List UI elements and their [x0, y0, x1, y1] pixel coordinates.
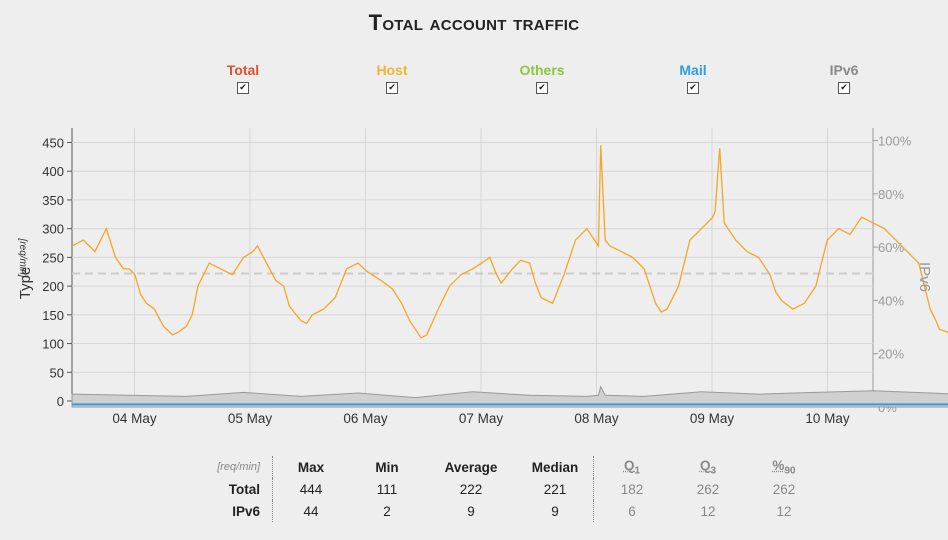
stats-header-max: Max	[272, 456, 349, 478]
stats-table: [req/min] Max Min Average Median Q1 Q3 %…	[190, 456, 823, 522]
y-tick-label: 350	[42, 193, 64, 208]
y-tick-label: 250	[42, 250, 64, 265]
stats-header-q1-sub: 1	[634, 465, 641, 477]
y2-axis-label: IPv6	[916, 262, 933, 292]
stats-total-max: 444	[272, 478, 349, 500]
traffic-chart: 0501001502002503003504004500%20%40%60%80…	[17, 128, 948, 426]
x-tick-label: 05 May	[228, 411, 273, 426]
legend-item-total[interactable]: Total ✔	[198, 62, 288, 94]
stats-header-p90-sub: 90	[784, 465, 796, 477]
y2-tick-label: 60%	[878, 240, 904, 255]
y-tick-label: 50	[50, 365, 64, 380]
legend-checkbox-total[interactable]: ✔	[237, 82, 249, 94]
x-tick-label: 08 May	[574, 411, 619, 426]
x-tick-label: 06 May	[343, 411, 388, 426]
x-tick-label: 09 May	[690, 411, 735, 426]
legend-item-others[interactable]: Others ✔	[497, 62, 587, 94]
y-axis-unit-label: [req/min]	[17, 238, 28, 278]
stats-row-total: Total 444 111 222 221 182 262 262	[190, 478, 822, 500]
y2-tick-label: 40%	[878, 293, 904, 308]
stats-header-row: [req/min] Max Min Average Median Q1 Q3 %…	[190, 456, 822, 478]
stats-row-label: Total	[228, 481, 260, 497]
chart-title: Total account traffic	[368, 10, 580, 35]
legend-item-host[interactable]: Host ✔	[347, 62, 437, 94]
stats-ipv6-min: 2	[383, 503, 391, 519]
stats-total-average: 222	[459, 481, 483, 497]
legend-checkbox-mail[interactable]: ✔	[687, 82, 699, 94]
stats-ipv6-average: 9	[467, 503, 475, 519]
y-tick-label: 150	[42, 308, 64, 323]
stats-total-p90: 262	[772, 481, 796, 497]
y-tick-label: 400	[42, 164, 64, 179]
series-host-line	[71, 145, 948, 339]
stats-header-q3-base: Q	[699, 457, 711, 473]
y2-tick-label: 20%	[878, 347, 904, 362]
y2-tick-label: 100%	[878, 134, 912, 149]
series-ipv6-area	[71, 385, 948, 408]
stats-ipv6-max: 44	[272, 500, 349, 522]
stats-header-p90: %90	[746, 456, 822, 478]
stats-header-q1: Q1	[593, 456, 670, 478]
y-tick-label: 450	[42, 135, 64, 150]
stats-header-average: Average	[444, 459, 498, 475]
stats-total-q3: 262	[696, 481, 720, 497]
legend-label-total: Total	[226, 62, 260, 78]
y-axis-label: Type	[17, 267, 34, 300]
stats-unit: [req/min]	[217, 461, 260, 473]
stats-total-min: 111	[376, 481, 398, 497]
legend-item-mail[interactable]: Mail ✔	[648, 62, 738, 94]
legend-checkbox-host[interactable]: ✔	[386, 82, 398, 94]
stats-row-label: IPv6	[232, 503, 260, 519]
x-tick-label: 07 May	[459, 411, 504, 426]
legend-label-mail: Mail	[679, 62, 707, 78]
y-tick-label: 100	[42, 337, 64, 352]
legend-label-ipv6: IPv6	[829, 62, 859, 78]
stats-total-median: 221	[543, 481, 567, 497]
x-tick-label: 10 May	[805, 411, 850, 426]
stats-ipv6-q1: 6	[593, 500, 670, 522]
y-tick-label: 300	[42, 222, 64, 237]
y-tick-label: 200	[42, 279, 64, 294]
legend-item-ipv6[interactable]: IPv6 ✔	[799, 62, 889, 94]
legend-label-host: Host	[376, 62, 408, 78]
stats-header-q3: Q3	[670, 456, 746, 478]
x-tick-label: 04 May	[112, 411, 157, 426]
legend-checkbox-others[interactable]: ✔	[536, 82, 548, 94]
y2-tick-label: 80%	[878, 187, 904, 202]
legend-label-others: Others	[519, 62, 565, 78]
stats-header-median: Median	[531, 459, 579, 475]
stats-ipv6-median: 9	[551, 503, 559, 519]
legend-checkbox-ipv6[interactable]: ✔	[838, 82, 850, 94]
stats-ipv6-q3: 12	[700, 503, 716, 519]
stats-total-q1: 182	[593, 478, 670, 500]
stats-header-q1-base: Q	[623, 457, 635, 473]
stats-ipv6-p90: 12	[776, 503, 792, 519]
stats-header-q3-sub: 3	[710, 465, 717, 477]
stats-row-ipv6: IPv6 44 2 9 9 6 12 12	[190, 500, 822, 522]
stats-header-p90-base: %	[772, 457, 785, 473]
y-tick-label: 0	[57, 394, 64, 409]
stats-header-min: Min	[375, 459, 399, 475]
